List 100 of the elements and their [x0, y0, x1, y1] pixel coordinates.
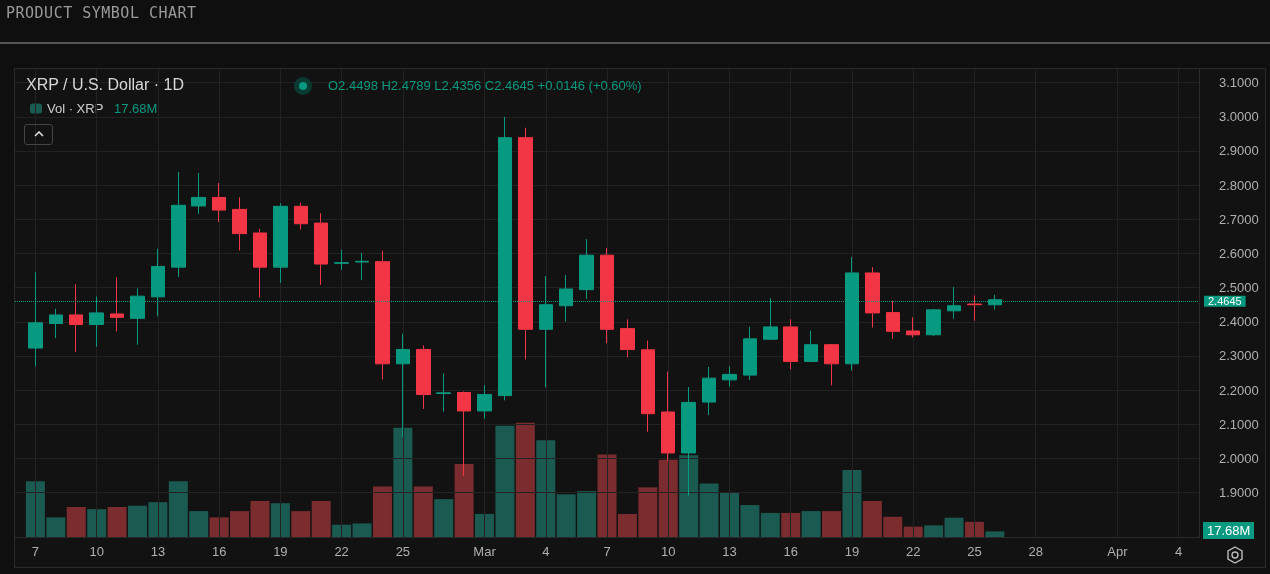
candlestick	[334, 249, 349, 271]
x-tick-label: 4	[542, 544, 550, 559]
y-tick-label: 2.0000	[1219, 450, 1259, 466]
bar	[454, 463, 474, 537]
x-tick-label: 7	[603, 544, 611, 559]
x-tick-label: 25	[967, 544, 982, 559]
bar	[658, 459, 678, 537]
bar	[944, 517, 964, 537]
x-tick-label: 4	[1174, 544, 1183, 559]
candlestick	[477, 384, 492, 420]
text: 17.68M	[1203, 522, 1255, 539]
x-tick-label: 19	[844, 544, 860, 559]
y-tick-label: 2.5000	[1219, 280, 1259, 296]
x-tick-label: 16	[211, 544, 227, 559]
chart-subtitle: XRP / U.S. Dollar · 1D	[26, 76, 184, 94]
candlestick	[661, 371, 675, 463]
bar	[434, 499, 454, 537]
x-tick-label: 22	[905, 544, 921, 559]
bar	[679, 455, 699, 537]
bar	[781, 512, 801, 537]
candlestick	[49, 308, 63, 339]
bar	[760, 512, 780, 537]
x-tick-label: 10	[89, 544, 104, 559]
bar	[903, 526, 923, 537]
candlestick	[416, 344, 431, 410]
bar	[311, 500, 331, 537]
bar	[352, 523, 372, 537]
y-tick-label: 2.6000	[1219, 245, 1259, 261]
candlestick	[579, 238, 594, 300]
x-tick-label: 19	[273, 544, 288, 559]
candlestick	[743, 326, 757, 381]
y-tick-label: 2.3000	[1219, 348, 1259, 364]
candlestick	[967, 294, 982, 322]
bar	[842, 470, 862, 537]
bar	[66, 506, 86, 537]
candlestick	[191, 172, 206, 215]
chart-title: PRODUCT SYMBOL CHART	[6, 4, 197, 22]
bar	[964, 521, 984, 537]
candlestick	[906, 316, 920, 338]
candlestick	[804, 330, 818, 363]
y-tick-label: 3.1000	[1219, 75, 1259, 91]
bar	[924, 525, 944, 537]
y-tick-label: 2.1000	[1219, 416, 1259, 432]
x-tick-label: Apr	[1107, 544, 1129, 559]
candlestick	[886, 300, 900, 340]
bar	[372, 486, 392, 537]
x-tick-label: 13	[722, 544, 737, 559]
bar	[270, 503, 290, 537]
y-tick-label: 2.7000	[1219, 211, 1259, 227]
candlestick	[620, 318, 635, 358]
x-tick-label: 28	[1028, 544, 1043, 559]
candlestick	[436, 372, 451, 413]
y-tick-label: 2.8000	[1219, 177, 1259, 193]
bar	[536, 440, 556, 537]
candlestick	[600, 247, 614, 344]
bar	[291, 511, 311, 537]
bar	[822, 511, 842, 537]
candlestick	[69, 283, 83, 353]
candlestick	[722, 366, 737, 388]
candlestick	[641, 340, 655, 433]
candlestick	[171, 171, 186, 278]
x-tick-label: 16	[783, 544, 798, 559]
y-tick-label: 2.9000	[1219, 143, 1259, 159]
bar	[515, 422, 535, 537]
candlestick	[457, 390, 471, 477]
y-tick-label: 2.2000	[1219, 382, 1259, 398]
y-tick-label: 2.4000	[1219, 314, 1259, 330]
candlestick	[294, 202, 308, 231]
candlestick	[212, 182, 226, 223]
candlestick	[702, 366, 716, 416]
candlestick	[314, 212, 328, 286]
x-tick-label: 7	[31, 544, 40, 559]
x-tick-label: 25	[395, 544, 411, 559]
bar	[107, 506, 127, 537]
bar	[413, 486, 433, 537]
y-tick-label: 1.9000	[1219, 485, 1259, 501]
x-tick-label: Mar	[473, 544, 497, 559]
bar	[801, 511, 821, 537]
candlestick	[253, 228, 267, 299]
candlestick	[926, 308, 941, 337]
bar	[393, 427, 413, 537]
candlestick	[355, 252, 369, 281]
x-tick-label: 13	[150, 544, 166, 559]
candlestick	[396, 333, 410, 438]
ref-line-label: 2.4645	[1208, 295, 1242, 308]
annotation: 17.68M	[114, 101, 158, 116]
candlestick	[824, 343, 839, 386]
candlestick	[783, 318, 798, 370]
candlestick	[110, 276, 124, 332]
candlestick	[865, 266, 880, 329]
candlestick	[518, 127, 533, 360]
bar	[332, 524, 352, 537]
candlestick	[273, 202, 288, 284]
annotation: O2.4498 H2.4789 L2.4356 C2.4645 +0.0146 (+0.60%)	[328, 78, 642, 93]
x-tick-label: 10	[661, 544, 676, 559]
y-tick-label: 3.0000	[1219, 109, 1259, 125]
x-tick-label: 22	[334, 544, 349, 559]
bar	[87, 509, 107, 537]
bar	[985, 531, 1005, 537]
candlestick	[375, 250, 390, 381]
